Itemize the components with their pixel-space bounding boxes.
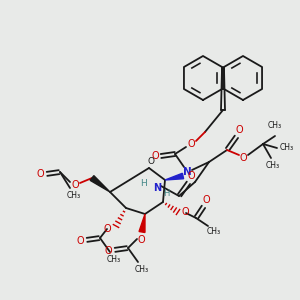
Text: O: O bbox=[76, 236, 84, 246]
Polygon shape bbox=[90, 176, 110, 192]
Text: O: O bbox=[36, 169, 44, 179]
Text: O: O bbox=[151, 151, 159, 161]
Text: O: O bbox=[239, 153, 247, 163]
Text: N: N bbox=[183, 167, 191, 177]
Text: O: O bbox=[187, 171, 195, 181]
Text: O: O bbox=[137, 235, 145, 245]
Text: CH₃: CH₃ bbox=[280, 143, 294, 152]
Text: O: O bbox=[235, 125, 243, 135]
Text: H: H bbox=[140, 179, 147, 188]
Text: CH₃: CH₃ bbox=[135, 266, 149, 274]
Polygon shape bbox=[139, 214, 145, 232]
Text: N: N bbox=[153, 183, 161, 193]
Text: CH₃: CH₃ bbox=[107, 256, 121, 265]
Text: CH₃: CH₃ bbox=[207, 227, 221, 236]
Text: H: H bbox=[163, 188, 169, 197]
Text: O: O bbox=[202, 195, 210, 205]
Text: CH₃: CH₃ bbox=[266, 161, 280, 170]
Text: O: O bbox=[187, 139, 195, 149]
Polygon shape bbox=[165, 173, 184, 180]
Text: O: O bbox=[104, 246, 112, 256]
Text: O: O bbox=[181, 207, 189, 217]
Text: O: O bbox=[71, 180, 79, 190]
Text: O: O bbox=[148, 157, 154, 166]
Text: CH₃: CH₃ bbox=[268, 122, 282, 130]
Text: O: O bbox=[103, 224, 111, 234]
Text: CH₃: CH₃ bbox=[67, 191, 81, 200]
